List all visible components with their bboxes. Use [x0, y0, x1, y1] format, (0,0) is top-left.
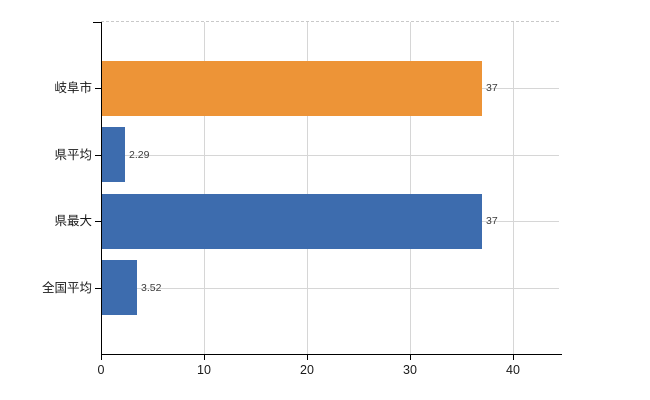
y-tick [95, 88, 101, 89]
x-tick-label: 10 [197, 363, 211, 377]
x-tick-label: 0 [97, 363, 105, 377]
y-axis-line [101, 22, 102, 355]
y-axis-cap-tick [93, 22, 101, 23]
gridline-horizontal [101, 288, 559, 289]
gridline-vertical [513, 22, 514, 354]
gridline-vertical [204, 22, 205, 354]
x-tick-label: 20 [300, 363, 314, 377]
x-tick-label: 30 [403, 363, 417, 377]
x-axis-line [101, 354, 562, 355]
category-label: 岐阜市 [54, 81, 92, 95]
bar-value-label: 37 [486, 82, 498, 94]
x-tick [307, 355, 308, 360]
y-tick [95, 155, 101, 156]
bar-value-label: 3.52 [141, 282, 162, 294]
bar-value-label: 37 [486, 215, 498, 227]
bar-1 [102, 61, 482, 116]
bar-value-label: 2.29 [129, 149, 150, 161]
bar-3 [102, 194, 482, 249]
gridline-vertical [307, 22, 308, 354]
x-tick-label: 40 [506, 363, 520, 377]
gridline-horizontal [101, 155, 559, 156]
x-tick [410, 355, 411, 360]
category-label: 県最大 [54, 214, 92, 228]
gridline-vertical [410, 22, 411, 354]
x-tick [101, 355, 102, 360]
category-label: 全国平均 [41, 281, 92, 295]
category-label: 県平均 [54, 148, 92, 162]
y-tick [95, 221, 101, 222]
plot-top-border [101, 21, 559, 22]
bar-4 [102, 260, 137, 315]
x-tick [204, 355, 205, 360]
y-tick [95, 288, 101, 289]
bar-2 [102, 127, 125, 182]
x-tick [513, 355, 514, 360]
